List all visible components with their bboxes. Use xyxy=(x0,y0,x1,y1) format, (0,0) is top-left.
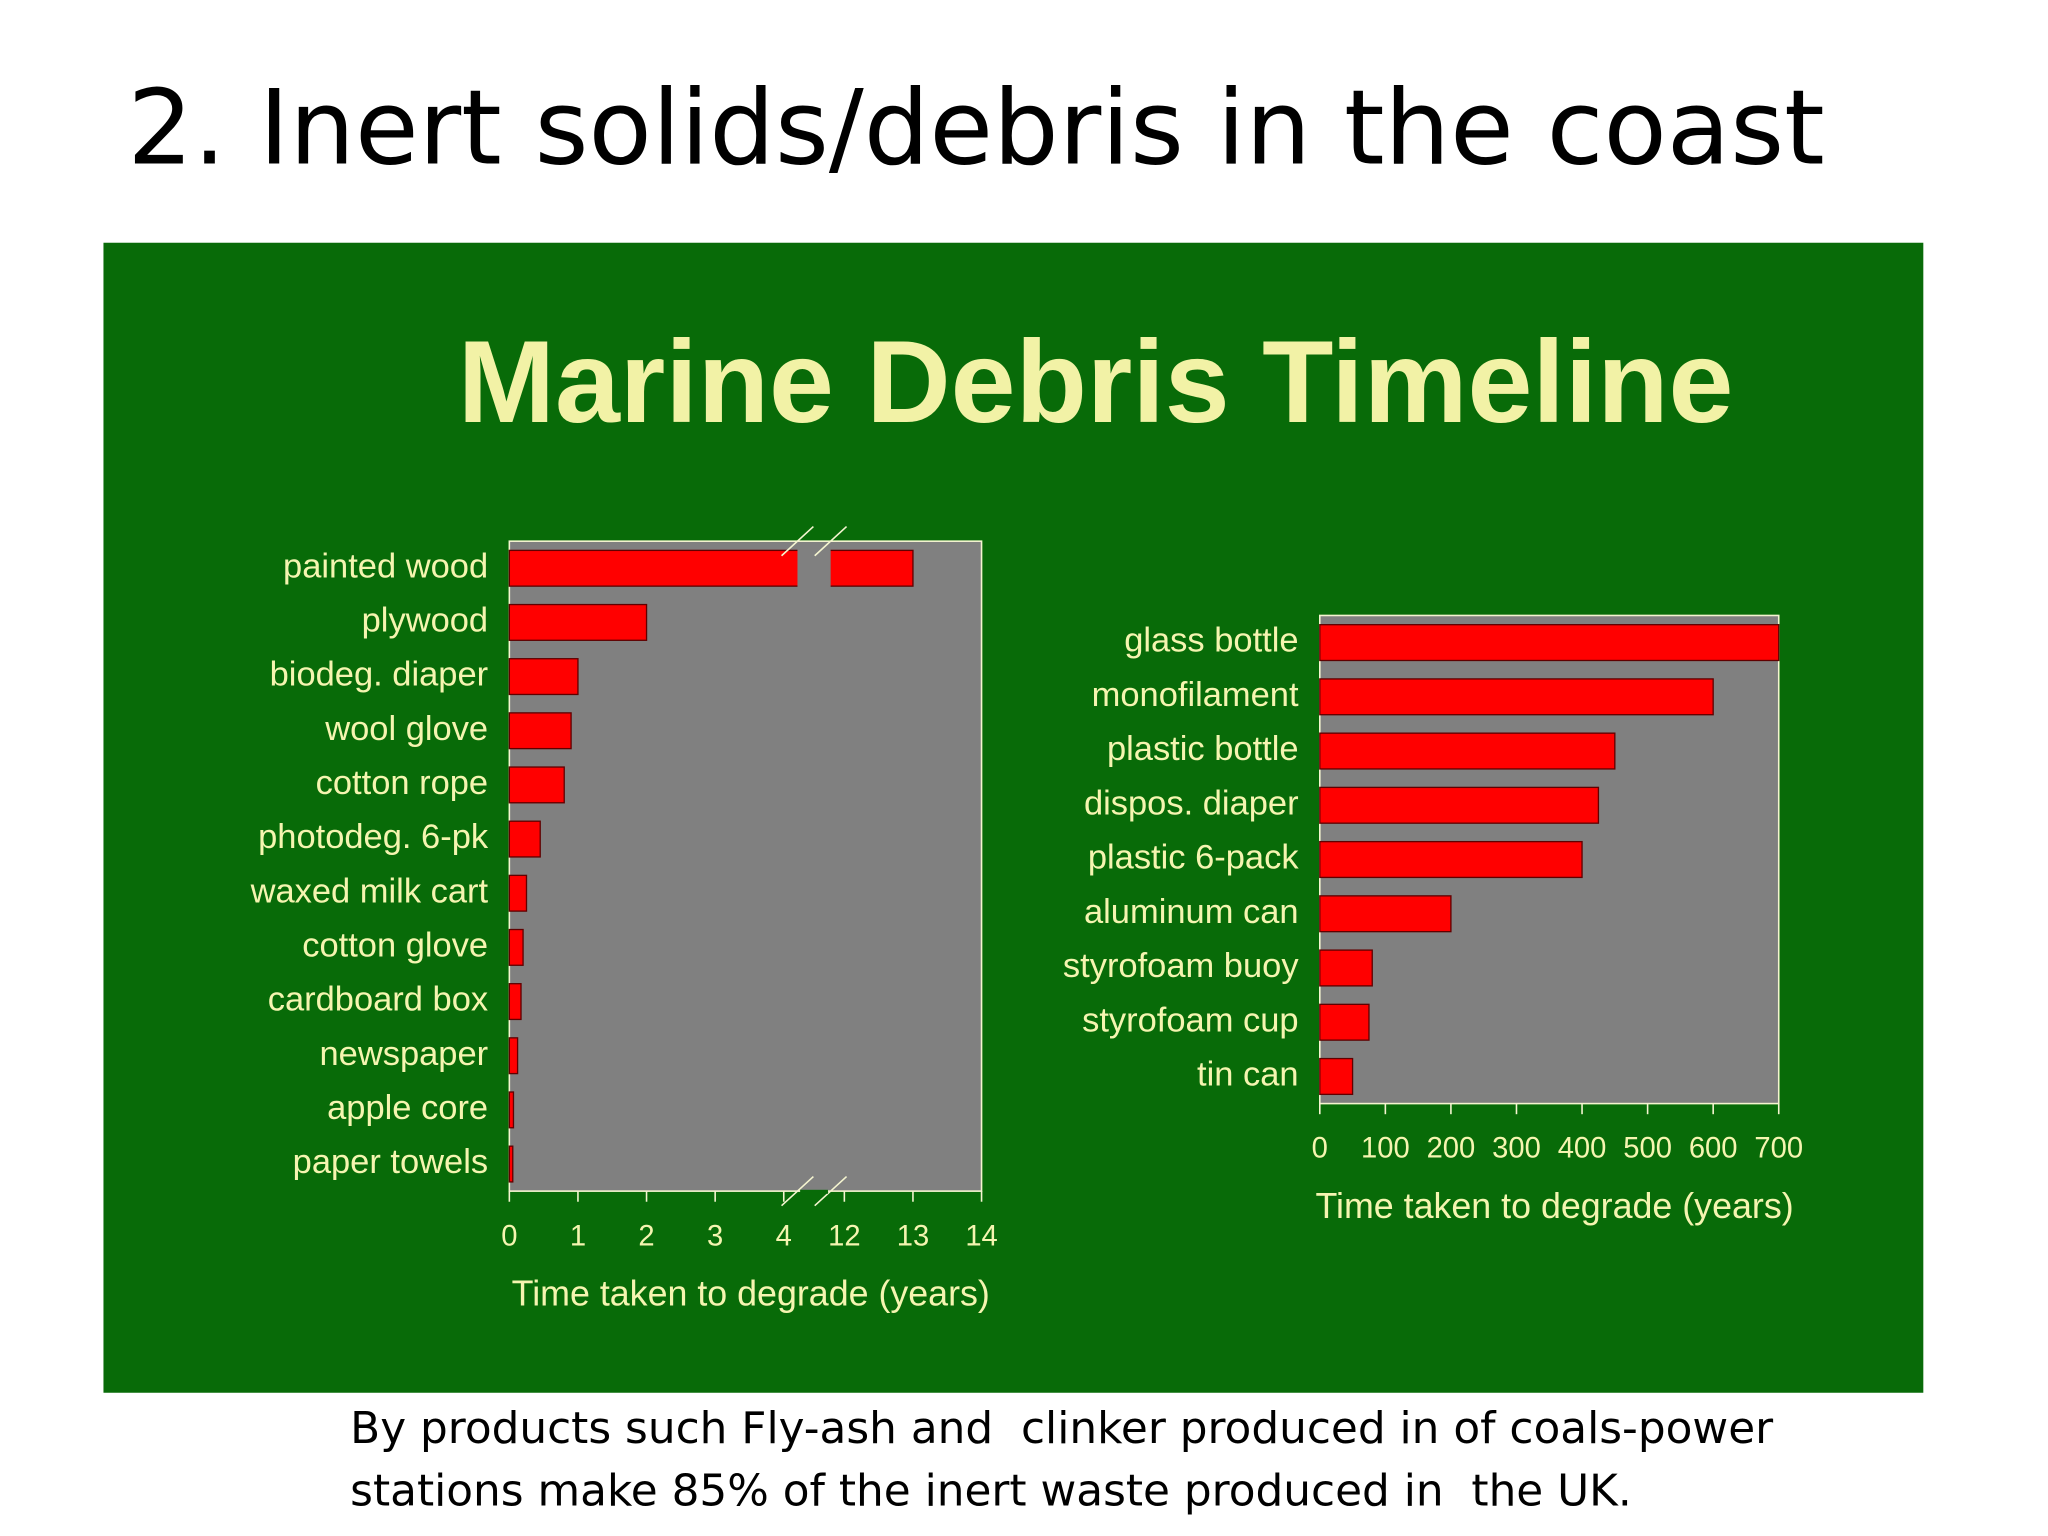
x-tick-label: 4 xyxy=(776,1220,792,1252)
bar xyxy=(508,1091,515,1129)
bar xyxy=(1319,949,1373,987)
y-tick-label: cardboard box xyxy=(268,981,488,1019)
axis-break-mark xyxy=(781,526,814,557)
bar xyxy=(1319,786,1600,824)
y-tick-label: plastic 6-pack xyxy=(1088,839,1299,877)
x-tick-label: 100 xyxy=(1361,1133,1410,1165)
y-tick-label: plywood xyxy=(362,602,488,640)
y-tick-label: styrofoam cup xyxy=(1082,1001,1298,1039)
axis-break-gap xyxy=(797,542,831,1190)
bar xyxy=(1319,1003,1370,1041)
bar xyxy=(1319,732,1616,770)
y-tick-label: waxed milk cart xyxy=(250,872,489,910)
x-axis-label: Time taken to degrade (years) xyxy=(512,1273,990,1313)
caption-line: By products such Fly-ash and clinker pro… xyxy=(350,1403,1773,1454)
y-tick-label: wool glove xyxy=(324,710,488,748)
x-tick-label: 13 xyxy=(897,1220,929,1252)
bar xyxy=(1319,624,1780,662)
bar xyxy=(508,928,524,966)
caption-line: stations make 85% of the inert waste pro… xyxy=(350,1466,1632,1517)
x-tick-label: 0 xyxy=(1312,1133,1328,1165)
bar xyxy=(508,712,572,750)
y-tick-label: photodeg. 6-pk xyxy=(258,818,489,856)
bar xyxy=(508,983,522,1021)
bar xyxy=(508,766,565,804)
x-tick-label: 600 xyxy=(1689,1133,1738,1165)
bar xyxy=(508,1037,519,1075)
y-tick-label: apple core xyxy=(327,1089,488,1127)
y-tick-label: monofilament xyxy=(1092,676,1299,714)
axis-break-gap xyxy=(800,1189,828,1194)
y-tick-label: newspaper xyxy=(319,1035,488,1073)
bar xyxy=(1319,895,1452,933)
y-tick-label: dispos. diaper xyxy=(1084,784,1299,822)
bar xyxy=(508,549,914,587)
bar xyxy=(1319,1057,1354,1096)
x-tick-label: 300 xyxy=(1492,1133,1541,1165)
slide-title: 2. Inert solids/debris in the coast xyxy=(127,69,1824,189)
x-tick-label: 400 xyxy=(1558,1133,1607,1165)
x-tick-label: 1 xyxy=(570,1220,586,1252)
y-tick-label: glass bottle xyxy=(1124,622,1298,660)
bar xyxy=(508,820,541,858)
x-tick-label: 200 xyxy=(1427,1133,1476,1165)
bar xyxy=(508,658,579,696)
y-tick-label: biodeg. diaper xyxy=(270,656,488,694)
x-axis-label: Time taken to degrade (years) xyxy=(1315,1186,1793,1226)
x-tick-label: 12 xyxy=(828,1220,860,1252)
x-tick-label: 3 xyxy=(707,1220,723,1252)
x-tick-label: 14 xyxy=(965,1220,997,1252)
axis-break-mark xyxy=(781,1175,814,1207)
axis-break-mark xyxy=(814,526,848,557)
x-tick-label: 700 xyxy=(1754,1133,1803,1165)
x-tick-label: 2 xyxy=(638,1220,654,1252)
y-tick-label: painted wood xyxy=(283,547,488,585)
y-tick-label: tin can xyxy=(1197,1056,1299,1094)
x-tick-label: 500 xyxy=(1623,1133,1672,1165)
y-tick-label: aluminum can xyxy=(1084,893,1299,931)
bar xyxy=(508,603,648,641)
y-tick-label: styrofoam buoy xyxy=(1063,947,1299,985)
y-tick-label: cotton glove xyxy=(302,927,488,965)
bar xyxy=(508,1145,514,1183)
panel-title: Marine Debris Timeline xyxy=(458,316,1734,447)
bar xyxy=(1319,678,1714,716)
axis-break-mark xyxy=(814,1175,848,1207)
x-tick-label: 0 xyxy=(501,1220,517,1252)
bar xyxy=(1319,840,1583,879)
y-tick-label: cotton rope xyxy=(316,764,488,802)
y-tick-label: plastic bottle xyxy=(1107,730,1299,768)
y-tick-label: paper towels xyxy=(293,1143,488,1181)
bar xyxy=(508,874,528,912)
plot-area xyxy=(508,540,983,1192)
